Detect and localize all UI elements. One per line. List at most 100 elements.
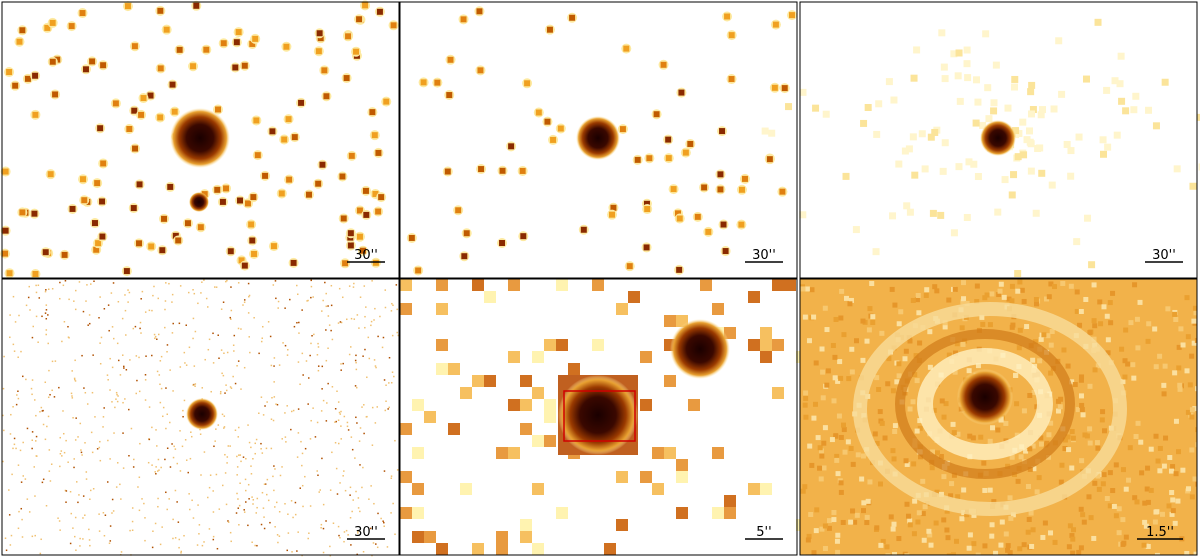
source-pixel <box>321 67 328 74</box>
speckle <box>264 405 266 407</box>
noise-pixel <box>1195 427 1197 433</box>
noise-pixel <box>1001 294 1007 300</box>
speckle <box>178 546 180 549</box>
speckle <box>47 415 50 418</box>
pale-pixel <box>1027 140 1035 148</box>
speckle <box>8 489 10 491</box>
speckle <box>122 354 124 356</box>
speckle <box>327 305 329 307</box>
speckle <box>194 385 196 387</box>
speckle <box>9 544 12 546</box>
noise-pixel <box>1059 462 1065 468</box>
speckle <box>28 511 31 513</box>
speckle <box>338 411 341 414</box>
speckle <box>71 370 73 372</box>
speckle <box>221 372 223 375</box>
source-pixel <box>712 303 724 315</box>
noise-pixel <box>1113 462 1119 468</box>
noise-pixel <box>848 297 854 303</box>
noise-pixel <box>1026 517 1032 523</box>
source-pixel <box>283 43 290 50</box>
speckle <box>128 291 131 294</box>
noise-pixel <box>843 295 849 301</box>
noise-pixel <box>1024 324 1030 330</box>
speckle <box>285 441 287 443</box>
speckle <box>171 293 174 296</box>
pale-pixel <box>970 160 978 168</box>
speckle <box>139 321 142 324</box>
speckle <box>113 432 115 434</box>
pale-pixel <box>1145 106 1153 114</box>
speckle <box>395 284 398 286</box>
noise-pixel <box>1046 432 1052 438</box>
source-pixel <box>532 483 544 495</box>
noise-pixel <box>872 431 878 437</box>
pale-pixel <box>1037 111 1045 119</box>
pale-pixel <box>903 202 911 210</box>
speckle <box>69 542 72 545</box>
speckle <box>301 352 304 355</box>
speckle <box>368 357 371 360</box>
speckle <box>22 375 24 378</box>
noise-pixel <box>1069 379 1075 385</box>
noise-pixel <box>1052 539 1058 545</box>
speckle <box>325 292 327 295</box>
speckle <box>65 501 67 503</box>
noise-pixel <box>974 283 980 289</box>
source-pixel <box>2 227 9 234</box>
noise-pixel <box>1102 428 1108 434</box>
speckle <box>208 338 211 341</box>
noise-pixel <box>849 346 855 352</box>
speckle <box>342 475 344 477</box>
speckle <box>37 284 40 287</box>
noise-pixel <box>846 376 852 382</box>
noise-pixel <box>892 302 898 308</box>
pale-pixel <box>873 130 881 138</box>
source-pixel <box>47 171 54 178</box>
noise-pixel <box>954 538 960 544</box>
noise-pixel <box>1045 333 1051 339</box>
noise-pixel <box>802 314 808 320</box>
pale-pixel <box>1189 182 1197 190</box>
speckle <box>262 325 264 328</box>
noise-pixel <box>877 409 883 415</box>
speckle <box>312 296 314 298</box>
speckle <box>124 294 126 296</box>
speckle <box>331 451 333 454</box>
noise-pixel <box>819 453 825 459</box>
noise-pixel <box>1048 281 1054 287</box>
noise-pixel <box>832 354 838 360</box>
noise-pixel <box>831 398 837 404</box>
pale-pixel <box>1082 75 1090 83</box>
speckle <box>3 429 5 432</box>
source-pixel <box>100 62 107 69</box>
speckle <box>35 284 37 287</box>
speckle <box>130 427 133 430</box>
source-pixel <box>499 167 506 174</box>
speckle <box>356 314 359 316</box>
speckle <box>151 464 153 466</box>
speckle <box>86 284 88 286</box>
noise-pixel <box>949 481 955 487</box>
noise-pixel <box>1141 542 1147 548</box>
noise-pixel <box>1078 393 1084 399</box>
noise-pixel <box>1083 296 1089 302</box>
speckle <box>349 486 352 489</box>
speckle <box>343 540 345 543</box>
speckle <box>307 299 309 302</box>
source-pixel <box>167 183 174 190</box>
speckle <box>237 436 240 438</box>
source-pixel <box>788 12 795 19</box>
noise-pixel <box>1185 409 1191 415</box>
speckle <box>301 452 304 455</box>
speckle <box>185 364 188 366</box>
noise-pixel <box>833 433 839 439</box>
source-pixel <box>215 106 222 113</box>
speckle <box>221 413 224 416</box>
noise-pixel <box>835 378 841 384</box>
noise-pixel <box>809 287 815 293</box>
speckle <box>89 489 92 492</box>
speckle <box>111 512 113 514</box>
speckle <box>212 511 215 513</box>
source-pixel <box>12 82 19 89</box>
